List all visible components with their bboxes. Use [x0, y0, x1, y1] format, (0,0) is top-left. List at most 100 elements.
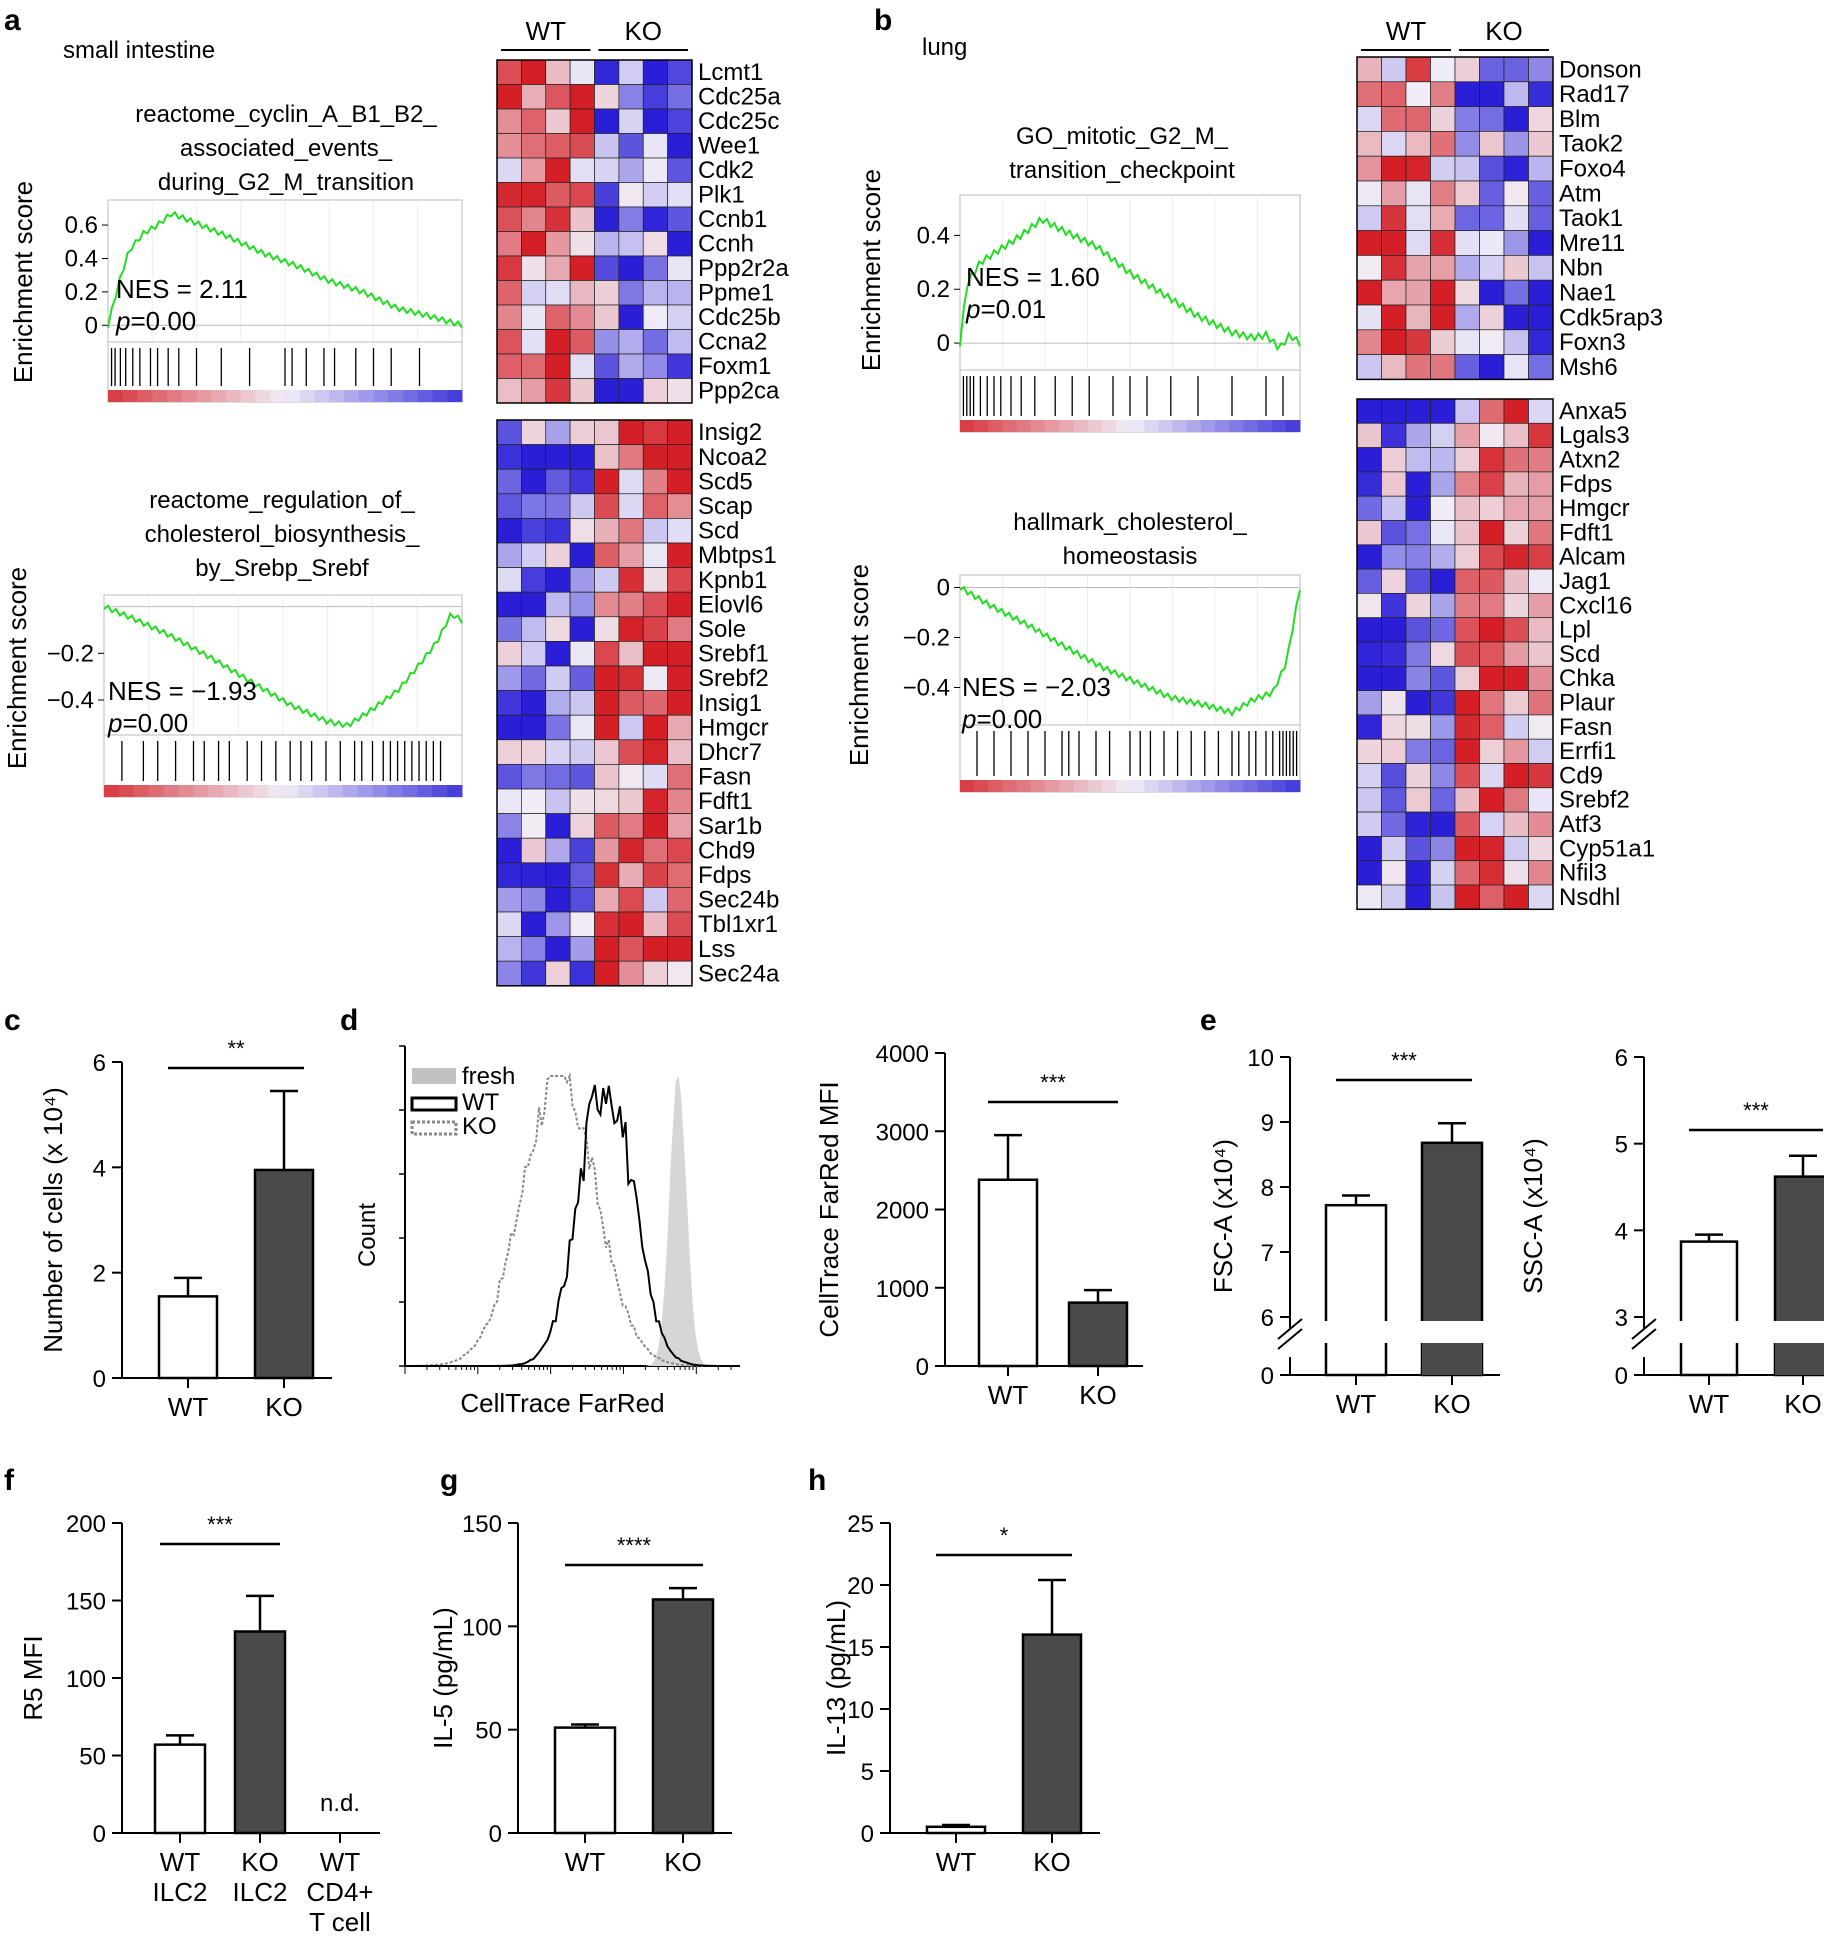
heatmap-cell-a-top — [667, 353, 693, 379]
heatmap-cell-b-bottom — [1430, 568, 1456, 594]
heatmap-gene-label-b-bottom: Atf3 — [1559, 811, 1602, 838]
heatmap-cell-a-top — [667, 182, 693, 208]
heatmap-cell-b-bottom — [1356, 665, 1382, 691]
heatmap-cell-a-top — [618, 108, 644, 134]
heatmap-cell-b-bottom — [1528, 520, 1554, 546]
heatmap-cell-a-bottom — [545, 468, 571, 495]
heatmap-cell-b-bottom — [1528, 422, 1554, 448]
axis-break-mark-e-ssc — [1631, 1318, 1657, 1340]
heatmap-cell-a-bottom — [569, 862, 595, 888]
heatmap-cell-a-top — [642, 206, 668, 232]
heatmap-cell-a-top — [521, 280, 547, 306]
heatmap-cell-a-bottom — [569, 911, 595, 937]
gsea-ytick-label-b-bottom: −0.4 — [903, 675, 950, 702]
gsea-rank-bar-b-top — [988, 420, 1003, 432]
gsea-ytick-label-a-top: 0 — [85, 312, 98, 339]
heatmap-cell-b-top — [1503, 279, 1529, 306]
y-tick-label-e-fsc: 0 — [1261, 1363, 1274, 1390]
svg-text:b: b — [874, 4, 892, 37]
y-tick-label-d: 0 — [916, 1354, 929, 1381]
heatmap-gene-label-b-top: Foxn3 — [1559, 329, 1626, 356]
heatmap-cell-a-bottom — [545, 739, 571, 765]
heatmap-cell-b-bottom — [1405, 641, 1431, 667]
heatmap-cell-a-top — [642, 280, 668, 306]
legend-label-ko: KO — [462, 1113, 497, 1140]
heatmap-gene-label-b-bottom: Cxcl16 — [1559, 592, 1632, 619]
heatmap-cell-a-top — [618, 255, 644, 281]
gsea-nes-b-top: NES = 1.60 — [966, 262, 1100, 292]
heatmap-cell-a-top — [496, 108, 522, 134]
gsea-ytick-label-b-top: 0 — [937, 330, 950, 357]
hist-fresh-area — [405, 1076, 740, 1366]
x-tick-label-f: WT — [160, 1847, 201, 1877]
gsea-p-value-b-top: p=0.01 — [965, 294, 1046, 324]
y-tick-label-h: 5 — [861, 1759, 874, 1786]
heatmap-gene-label-a-bottom: Insig2 — [698, 419, 762, 446]
heatmap-cell-a-bottom — [496, 690, 522, 716]
heatmap-cell-b-top — [1356, 155, 1382, 182]
heatmap-gene-label-b-bottom: Errfi1 — [1559, 738, 1616, 765]
heatmap-cell-a-bottom — [667, 887, 693, 913]
heatmap-cell-a-top — [618, 304, 644, 330]
heatmap-cell-b-bottom — [1479, 495, 1505, 521]
gsea-rank-bar-a-top — [108, 390, 124, 402]
heatmap-cell-b-top — [1454, 255, 1480, 281]
x-tick-label-e-fsc: KO — [1433, 1389, 1471, 1419]
heatmap-cell-b-top — [1503, 155, 1529, 182]
gsea-rank-bar-a-top — [122, 390, 138, 402]
heatmap-cell-b-top — [1528, 56, 1554, 83]
heatmap-gene-label-a-bottom: Kpnb1 — [698, 567, 767, 594]
gsea-rank-bar-a-top — [167, 390, 183, 402]
heatmap-gene-label-b-top: Nbn — [1559, 255, 1603, 282]
gsea-rank-bar-b-top — [960, 420, 975, 432]
heatmap-cell-a-top — [496, 206, 522, 232]
x-tick-label-f: WT — [320, 1847, 361, 1877]
heatmap-cell-a-bottom — [521, 764, 547, 790]
gsea-rank-bar-b-bottom — [1002, 780, 1018, 792]
heatmap-cell-a-bottom — [545, 862, 571, 888]
gsea-rank-bar-b-bottom — [974, 780, 989, 792]
heatmap-cell-a-top — [594, 157, 620, 183]
heatmap-gene-label-a-bottom: Sec24b — [698, 887, 779, 914]
heatmap-cell-a-bottom — [496, 542, 522, 568]
heatmap-cell-b-bottom — [1405, 422, 1431, 448]
heatmap-cell-a-bottom — [667, 591, 693, 618]
heatmap-cell-b-bottom — [1479, 690, 1505, 716]
x-tick-label-f: ILC2 — [233, 1877, 288, 1907]
heatmap-cell-a-top — [667, 255, 693, 281]
gsea-rank-bar-a-bottom — [297, 785, 314, 797]
y-tick-label-h: 25 — [847, 1511, 874, 1538]
heatmap-cell-b-top — [1405, 329, 1431, 355]
heatmap-cell-a-bottom — [521, 960, 547, 987]
heatmap-gene-label-b-bottom: Alcam — [1559, 544, 1626, 571]
heatmap-cell-b-top — [1479, 230, 1505, 256]
heatmap-cell-a-top — [521, 108, 547, 134]
heatmap-cell-b-bottom — [1503, 665, 1529, 691]
heatmap-cell-b-top — [1479, 81, 1505, 107]
panel-h: 0 5 10 15 20 25 WT KO * IL-13 (pg/mL) — [821, 1511, 1100, 1877]
heatmap-cell-a-bottom — [642, 641, 668, 667]
gsea-rank-bar-a-top — [152, 390, 168, 402]
heatmap-cell-b-top — [1381, 230, 1407, 256]
heatmap-cell-b-top — [1528, 106, 1554, 132]
heatmap-cell-b-top — [1454, 106, 1480, 132]
heatmap-cell-a-bottom — [496, 887, 522, 913]
bar-c — [157, 1295, 219, 1380]
heatmap-cell-a-top — [642, 231, 668, 257]
gsea-rank-bar-b-bottom — [1087, 780, 1103, 792]
heatmap-cell-a-bottom — [521, 739, 547, 765]
y-tick-label-e-fsc: 10 — [1247, 1045, 1274, 1072]
heatmap-cell-a-top — [496, 280, 522, 306]
heatmap-cell-a-bottom — [545, 616, 571, 642]
heatmap-cell-b-bottom — [1356, 398, 1382, 424]
gsea-rank-bar-a-bottom — [253, 785, 269, 797]
heatmap-cell-b-bottom — [1528, 568, 1554, 594]
heatmap-cell-a-top — [545, 59, 571, 85]
heatmap-cell-a-top — [545, 353, 571, 379]
heatmap-gene-label-b-bottom: Nfil3 — [1559, 860, 1607, 887]
gsea-rank-bar-a-bottom — [402, 785, 418, 797]
heatmap-gene-label-a-top: Ppp2ca — [698, 378, 780, 405]
heatmap-cell-b-bottom — [1528, 836, 1554, 862]
gsea-p-value-a-bottom: p=0.00 — [107, 708, 188, 738]
heatmap-cell-a-top — [545, 329, 571, 355]
